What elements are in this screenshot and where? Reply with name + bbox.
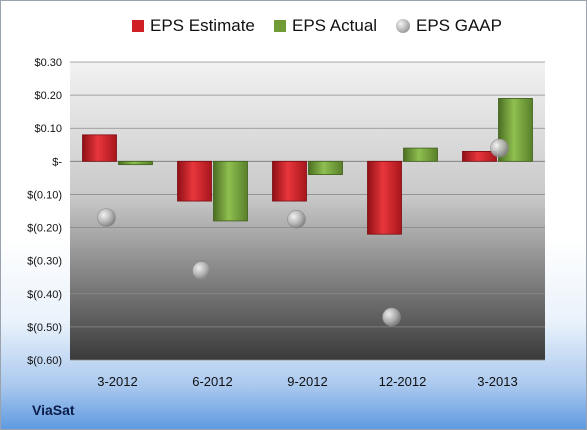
y-tick-label: $(0.20) (27, 223, 62, 235)
estimate-bar (462, 150, 497, 162)
legend-label-estimate: EPS Estimate (150, 16, 255, 35)
actual-bar (308, 160, 343, 175)
estimate-bar (82, 134, 117, 162)
y-tick-label: $0.10 (34, 123, 62, 135)
y-tick-label: $(0.60) (27, 355, 62, 367)
estimate-bar (272, 160, 307, 202)
x-category-label: 6-2012 (192, 374, 232, 389)
x-category-label: 12-2012 (379, 374, 427, 389)
x-category-label: 3-2013 (477, 374, 517, 389)
legend-item-estimate: EPS Estimate (132, 16, 255, 36)
y-tick-label: $0.30 (34, 57, 62, 69)
legend-item-gaap: EPS GAAP (396, 16, 502, 36)
y-tick-label: $(0.10) (27, 189, 62, 201)
x-category-label: 3-2012 (97, 374, 137, 389)
y-tick-label: $- (52, 156, 62, 168)
y-tick-label: $(0.50) (27, 322, 62, 334)
gaap-marker (192, 261, 211, 280)
legend-item-actual: EPS Actual (274, 16, 377, 36)
estimate-bar (177, 160, 212, 202)
gaap-marker (97, 208, 116, 227)
x-category-label: 9-2012 (287, 374, 327, 389)
y-tick-label: $(0.30) (27, 256, 62, 268)
legend-marker-gaap (396, 19, 410, 33)
x-axis: 3-2012 6-2012 9-2012 12-2012 3-2013 (97, 374, 517, 389)
estimate-bar (367, 160, 402, 235)
actual-bar (213, 160, 248, 222)
company-name: ViaSat (32, 402, 75, 418)
y-tick-label: $(0.40) (27, 289, 62, 301)
y-tick-label: $0.20 (34, 90, 62, 102)
plot-area (70, 62, 545, 360)
actual-bar (403, 147, 438, 162)
legend: EPS Estimate EPS Actual EPS GAAP (0, 16, 587, 40)
y-axis: $0.30 $0.20 $0.10 $- $(0.10) $(0.20) $(0.30) $(… (27, 57, 62, 367)
actual-bar (118, 160, 153, 166)
gaap-marker (382, 307, 401, 327)
gaap-marker (287, 209, 306, 229)
gaap-markers (97, 138, 509, 327)
legend-label-actual: EPS Actual (292, 16, 378, 35)
legend-label-gaap: EPS GAAP (416, 16, 502, 35)
legend-swatch-estimate (132, 20, 144, 32)
gaap-marker (490, 138, 509, 158)
legend-swatch-actual (274, 20, 286, 32)
